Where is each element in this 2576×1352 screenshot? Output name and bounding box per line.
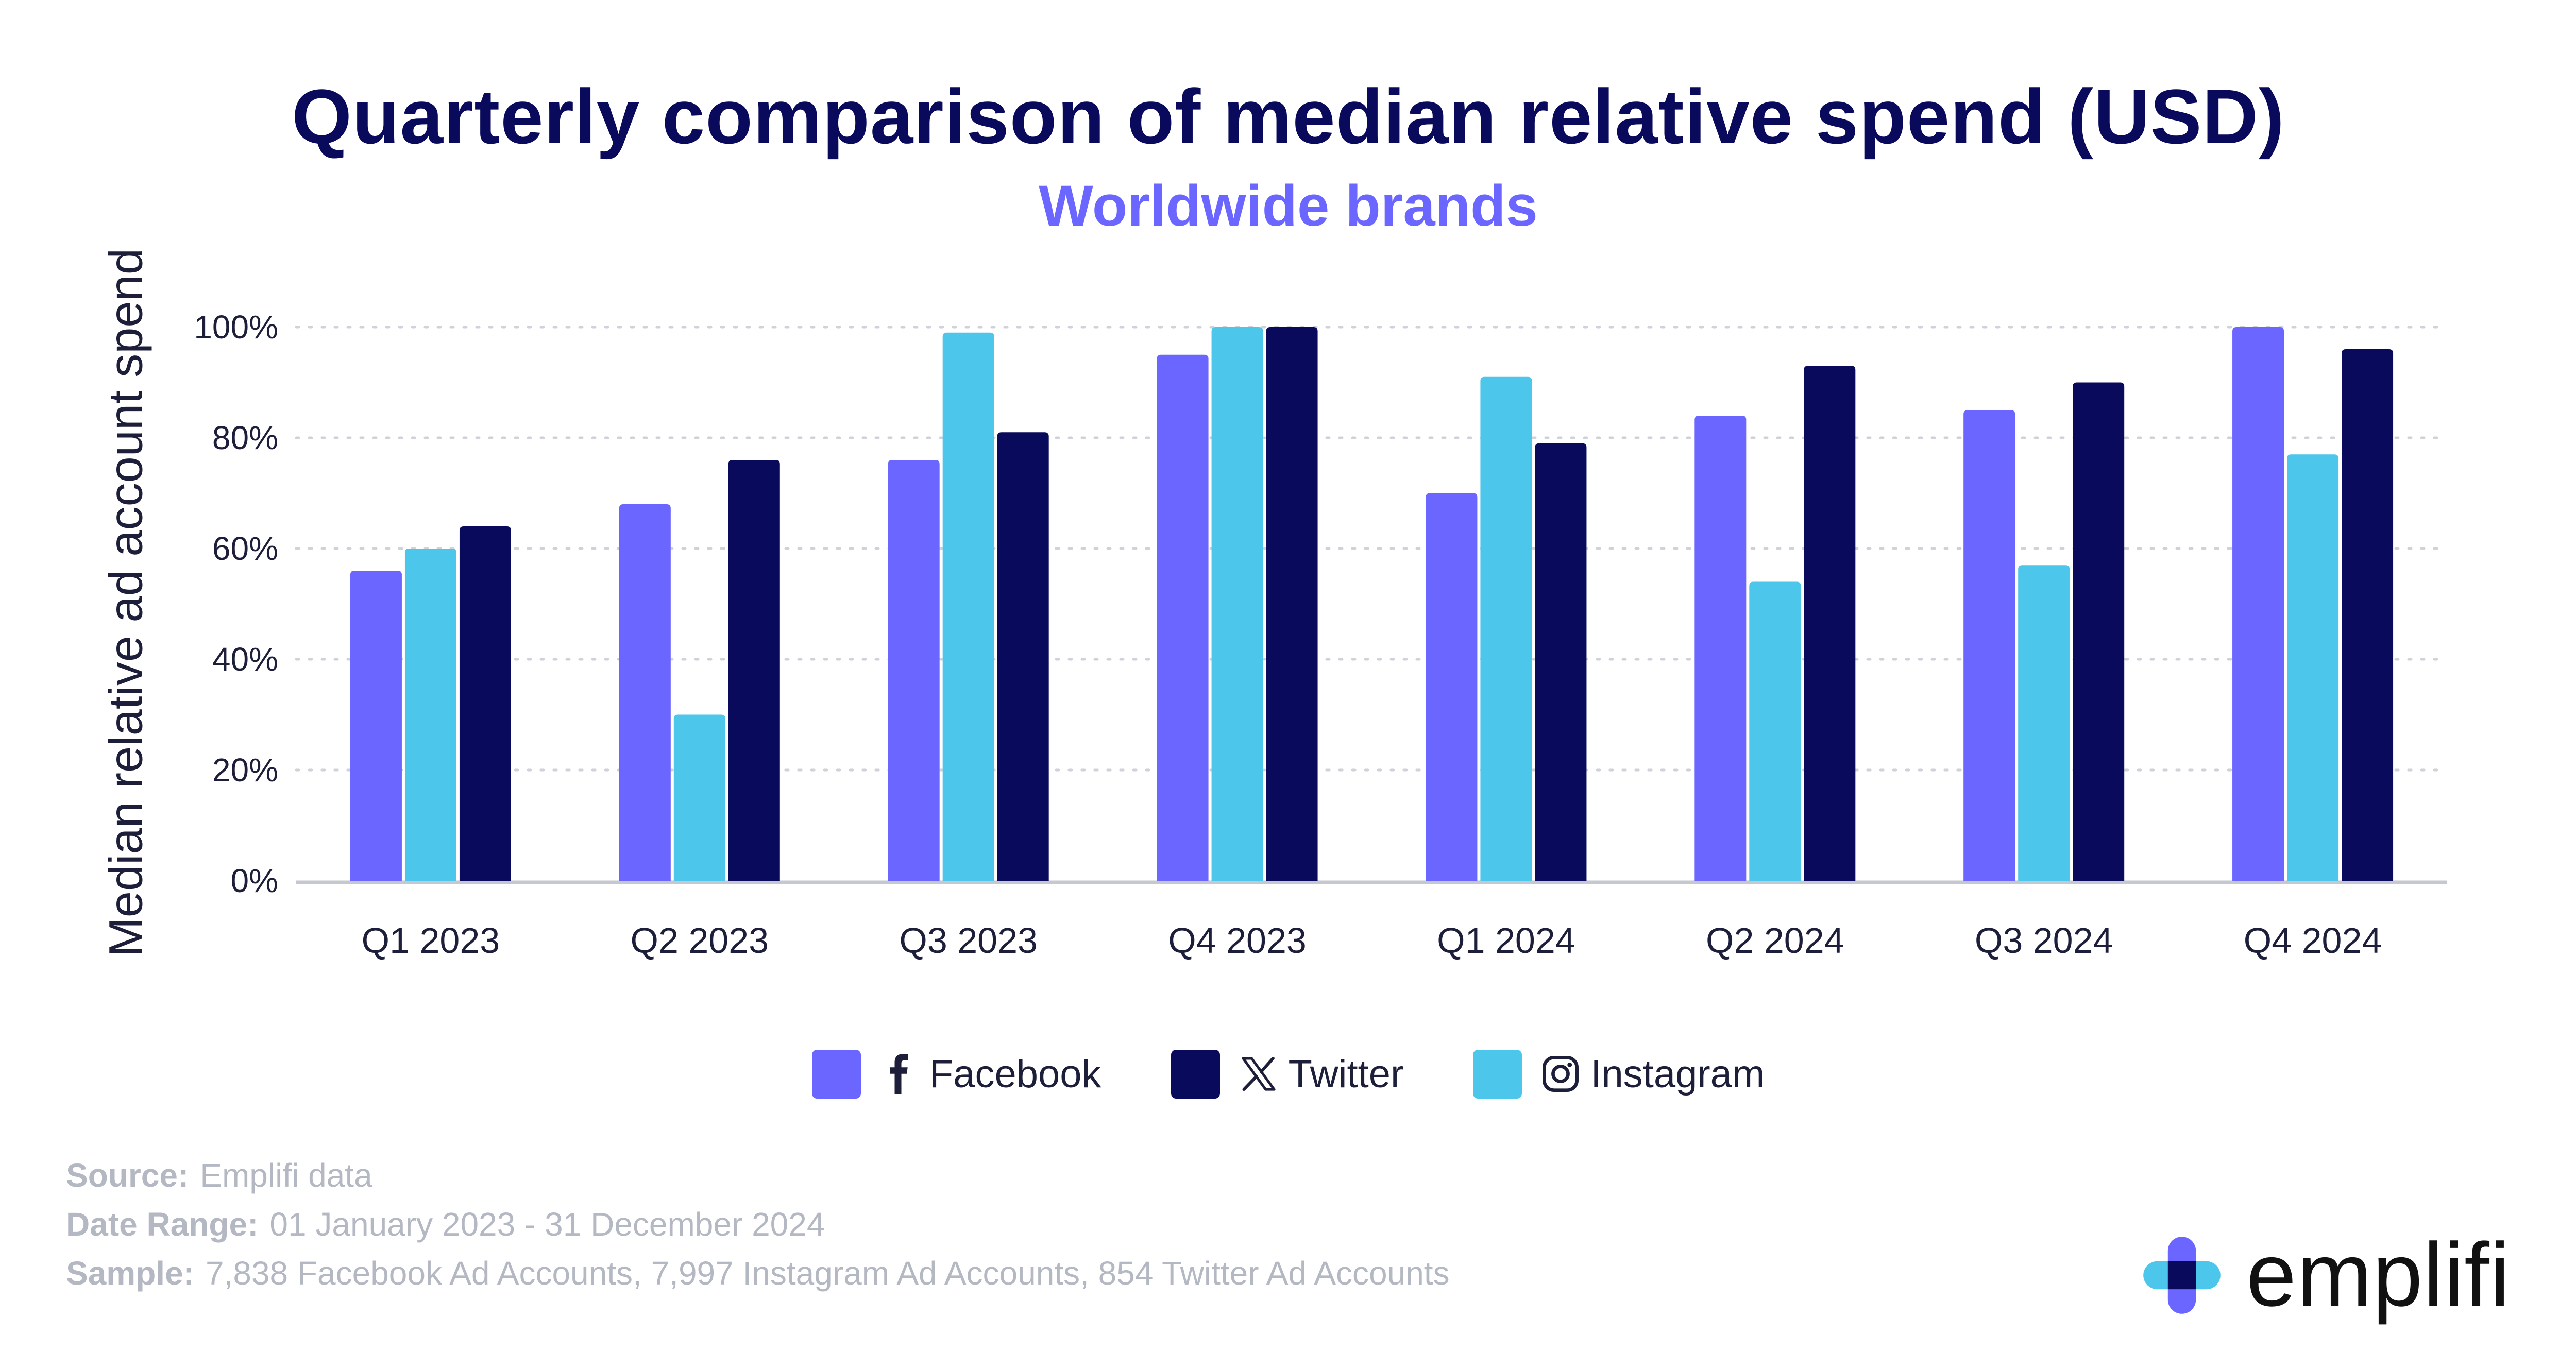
brand-logo: emplifi xyxy=(2138,1223,2511,1327)
bar-instagram-q1-2024 xyxy=(1480,376,1532,881)
bar-chart: 0% 20% 40% 60% 80% 100% Q1 2023 Q2 2023 Q3 2023 Q… xyxy=(194,309,2449,961)
bar-instagram-q1-2023 xyxy=(404,549,456,881)
y-axis-label: Median relative ad account spend xyxy=(99,248,152,957)
x-tick-label: Q3 2024 xyxy=(1975,920,2113,961)
y-tick-label: 60% xyxy=(212,530,278,567)
legend-item-twitter: Twitter xyxy=(1171,1049,1404,1099)
footer-source-value: Emplifi data xyxy=(200,1157,372,1194)
bar-twitter-q2-2023 xyxy=(728,460,780,881)
bar-twitter-q4-2023 xyxy=(1266,327,1318,881)
y-tick-label: 20% xyxy=(212,751,278,789)
footer-source-key: Source: xyxy=(66,1157,189,1194)
bar-facebook-q3-2024 xyxy=(1963,410,2015,881)
bar-twitter-q4-2024 xyxy=(2342,349,2394,881)
chart-title: Quarterly comparison of median relative … xyxy=(292,73,2285,160)
footer-sample: Sample: 7,838 Facebook Ad Accounts, 7,997… xyxy=(66,1254,1450,1292)
legend-label-facebook: Facebook xyxy=(929,1052,1101,1096)
x-tick-label: Q1 2024 xyxy=(1437,920,1575,961)
bar-facebook-q2-2023 xyxy=(619,504,671,881)
bar-instagram-q3-2023 xyxy=(942,332,994,881)
footer-sample-key: Sample: xyxy=(66,1255,194,1292)
bar-twitter-q1-2023 xyxy=(459,526,511,881)
x-tick-label: Q3 2023 xyxy=(899,920,1038,961)
bar-facebook-q4-2023 xyxy=(1157,354,1209,881)
x-tick-label: Q2 2023 xyxy=(631,920,769,961)
bar-facebook-q1-2024 xyxy=(1426,493,1478,881)
footer-range-value: 01 January 2023 - 31 December 2024 xyxy=(269,1206,825,1243)
x-tick-label: Q2 2024 xyxy=(1706,920,1844,961)
y-tick-label: 100% xyxy=(194,309,278,346)
bar-facebook-q1-2023 xyxy=(350,571,402,881)
bar-instagram-q2-2023 xyxy=(673,714,725,881)
legend-item-facebook: Facebook xyxy=(811,1049,1101,1099)
x-icon xyxy=(1238,1053,1279,1094)
x-tick-label: Q1 2023 xyxy=(362,920,500,961)
legend-label-twitter: Twitter xyxy=(1288,1052,1404,1096)
chart-subtitle: Worldwide brands xyxy=(1039,174,1538,238)
legend-swatch-facebook xyxy=(811,1049,861,1099)
bar-facebook-q4-2024 xyxy=(2232,327,2284,881)
x-tick-label: Q4 2024 xyxy=(2244,920,2382,961)
bar-instagram-q2-2024 xyxy=(1749,581,1801,881)
bar-twitter-q3-2023 xyxy=(997,432,1049,881)
footer-sample-value: 7,838 Facebook Ad Accounts, 7,997 Instag… xyxy=(205,1255,1450,1292)
legend-item-instagram: Instagram xyxy=(1473,1049,1765,1099)
bar-facebook-q2-2024 xyxy=(1694,416,1747,881)
x-tick-label: Q4 2023 xyxy=(1168,920,1307,961)
y-tick-label: 80% xyxy=(212,419,278,456)
footer-date-range: Date Range: 01 January 2023 - 31 December… xyxy=(66,1205,825,1243)
bar-twitter-q2-2024 xyxy=(1804,366,1856,881)
bar-instagram-q4-2024 xyxy=(2287,454,2339,881)
bar-twitter-q3-2024 xyxy=(2073,382,2125,881)
emplifi-logo-icon xyxy=(2143,1236,2221,1314)
legend: Facebook Twitter Instagram xyxy=(0,1046,2576,1102)
footer-source: Source: Emplifi data xyxy=(66,1156,372,1194)
y-tick-label: 40% xyxy=(212,641,278,678)
y-tick-label: 0% xyxy=(231,862,279,899)
instagram-icon xyxy=(1540,1053,1581,1094)
brand-name: emplifi xyxy=(2246,1225,2511,1325)
bar-facebook-q3-2023 xyxy=(888,460,940,881)
bar-instagram-q3-2024 xyxy=(2018,565,2070,881)
facebook-icon xyxy=(879,1053,920,1094)
legend-swatch-twitter xyxy=(1171,1049,1220,1099)
legend-swatch-instagram xyxy=(1473,1049,1522,1099)
bar-instagram-q4-2023 xyxy=(1211,327,1263,881)
legend-label-instagram: Instagram xyxy=(1590,1052,1765,1096)
bar-twitter-q1-2024 xyxy=(1535,443,1587,881)
footer-range-key: Date Range: xyxy=(66,1206,259,1243)
